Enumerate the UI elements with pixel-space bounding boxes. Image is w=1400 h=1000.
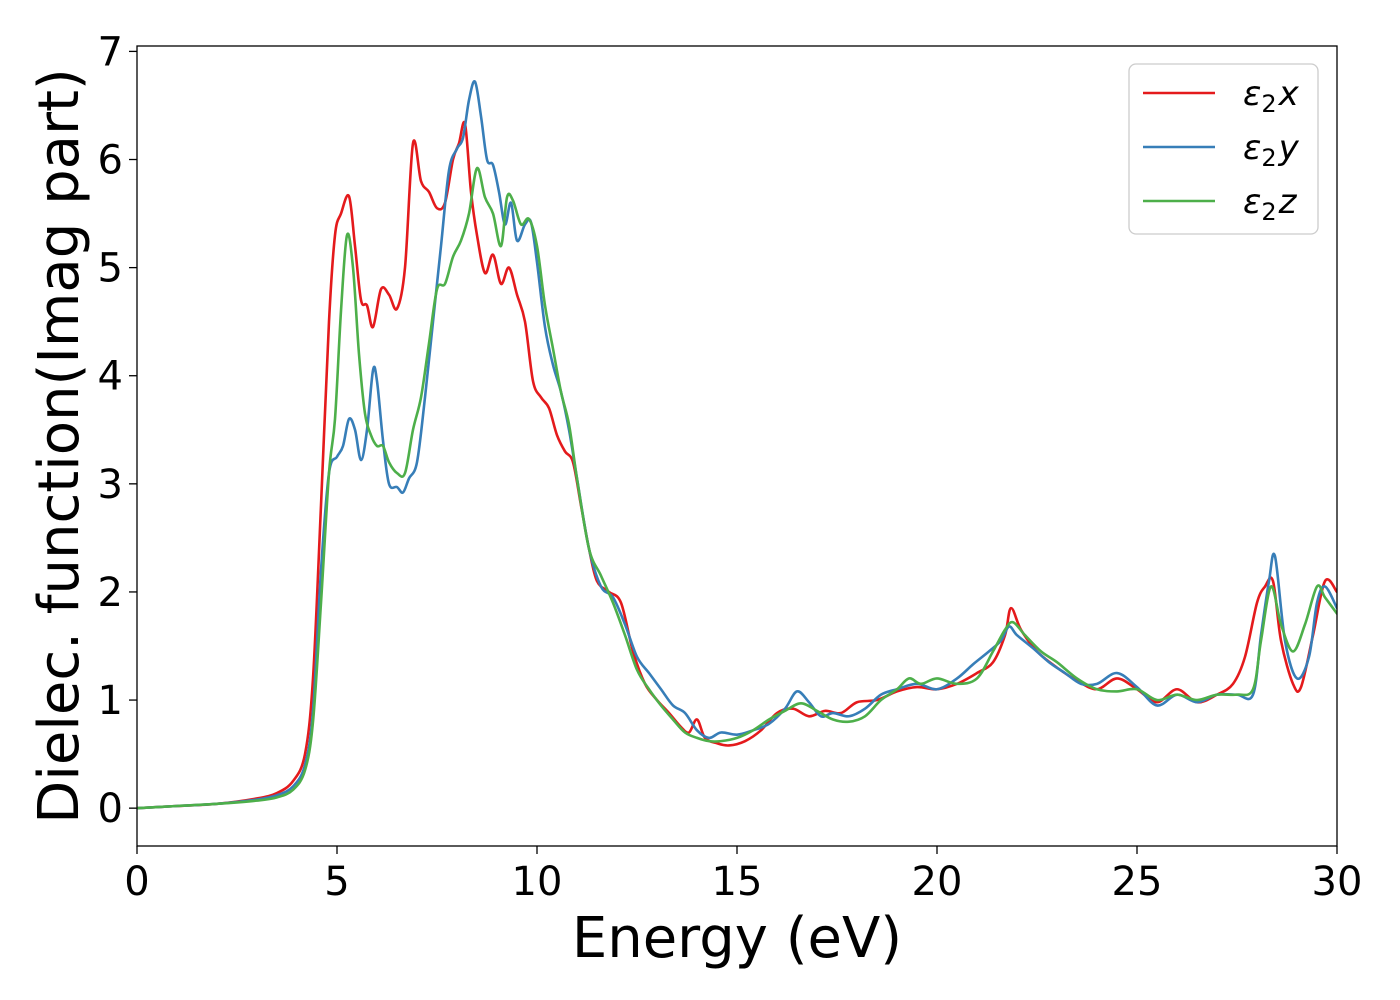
x-tick-label: 30 bbox=[1312, 859, 1363, 905]
x-tick-label: 0 bbox=[124, 859, 149, 905]
x-axis: 0 5 10 15 20 25 30 bbox=[124, 846, 1362, 905]
y-tick-label: 2 bbox=[98, 570, 123, 616]
legend-label-z: ε2z bbox=[1243, 182, 1298, 226]
y-tick-label: 7 bbox=[98, 29, 123, 75]
y-tick-label: 4 bbox=[98, 354, 123, 400]
x-tick-label: 5 bbox=[324, 859, 349, 905]
series-line-x bbox=[137, 120, 1337, 810]
x-tick-label: 10 bbox=[512, 859, 563, 905]
y-tick-label: 5 bbox=[98, 246, 123, 292]
y-axis-label: Dielec. function(Imag part) bbox=[27, 68, 92, 824]
series-layer bbox=[137, 80, 1337, 810]
x-tick-label: 25 bbox=[1112, 859, 1163, 905]
series-line-z bbox=[137, 166, 1337, 810]
y-tick-label: 6 bbox=[98, 138, 123, 184]
x-tick-label: 20 bbox=[912, 859, 963, 905]
legend-label-y: ε2y bbox=[1243, 128, 1300, 172]
y-tick-label: 0 bbox=[98, 786, 123, 832]
legend-label-x: ε2x bbox=[1243, 74, 1300, 118]
series-line-y bbox=[137, 80, 1337, 810]
x-tick-label: 15 bbox=[712, 859, 763, 905]
legend-box bbox=[1128, 63, 1319, 235]
y-tick-label: 3 bbox=[98, 462, 123, 508]
y-axis: 0 1 2 3 4 5 6 7 bbox=[98, 29, 137, 832]
y-tick-label: 1 bbox=[98, 678, 123, 724]
legend: ε2x ε2y ε2z bbox=[1128, 63, 1319, 235]
x-axis-label: Energy (eV) bbox=[572, 906, 902, 971]
